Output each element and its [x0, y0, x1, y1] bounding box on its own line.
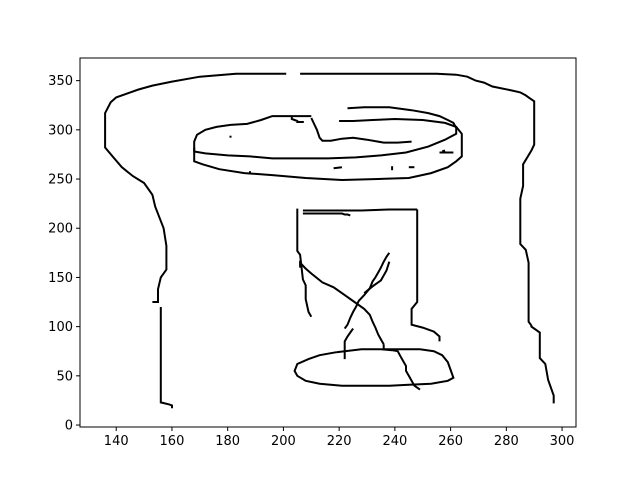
x-tick-label: 240	[382, 434, 407, 449]
series-line-24	[441, 149, 446, 153]
y-tick-label: 50	[56, 369, 73, 384]
series-line-8	[296, 208, 313, 318]
x-axis-ticks: 140 160 180 200 220 240 260 280 300	[104, 427, 575, 449]
x-tick-label: 140	[104, 434, 129, 449]
series-line-7	[290, 117, 304, 123]
x-tick-label: 260	[438, 434, 463, 449]
y-tick-label: 200	[48, 222, 73, 237]
series-line-13	[293, 344, 455, 387]
series-line-2	[159, 307, 173, 409]
series-line-4	[193, 115, 463, 182]
x-tick-label: 280	[494, 434, 519, 449]
y-tick-label: 0	[65, 419, 73, 434]
series-line-14	[336, 348, 421, 391]
series-line-3	[300, 72, 555, 404]
x-tick-label: 160	[160, 434, 185, 449]
series-line-5	[193, 106, 458, 160]
series-line-9	[302, 212, 351, 217]
y-tick-label: 100	[48, 320, 73, 335]
series-line-6	[310, 117, 412, 144]
y-tick-label: 350	[48, 74, 73, 89]
series-line-10	[302, 208, 418, 212]
y-tick-label: 150	[48, 271, 73, 286]
axes-frame	[79, 57, 577, 428]
series-line-21	[333, 166, 343, 170]
series-line-1	[104, 72, 287, 303]
y-tick-label: 250	[48, 173, 73, 188]
y-tick-label: 300	[48, 123, 73, 138]
series-line-15	[343, 328, 354, 360]
x-tick-label: 300	[550, 434, 575, 449]
series-line-17	[363, 261, 391, 294]
x-tick-label: 180	[215, 434, 240, 449]
plot-lines	[104, 72, 555, 409]
x-tick-label: 220	[327, 434, 352, 449]
series-line-11	[410, 209, 441, 342]
series-line-12	[299, 260, 385, 345]
x-tick-label: 200	[271, 434, 296, 449]
y-axis-ticks: 0 50 100 150 200 250 300 350	[48, 74, 80, 434]
